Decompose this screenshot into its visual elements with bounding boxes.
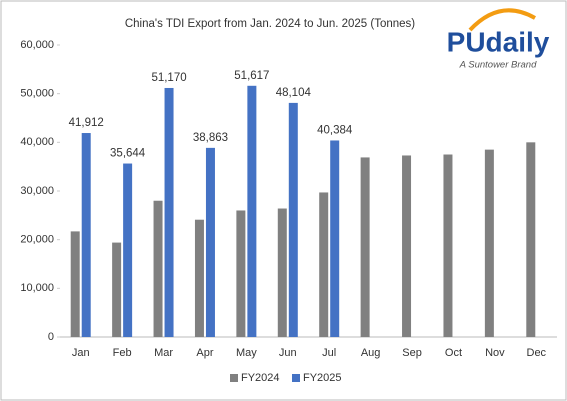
bar (288, 102, 298, 338)
bar (112, 242, 122, 337)
y-tick-label: 10,000 (20, 282, 54, 294)
data-label: 35,644 (110, 148, 146, 160)
bar (484, 149, 494, 337)
legend-swatch (230, 374, 238, 382)
logo-name: PUdaily (447, 26, 550, 57)
bar (153, 200, 163, 337)
bar (319, 192, 329, 337)
bar (277, 208, 287, 337)
bar (70, 231, 80, 337)
x-tick-label: Nov (485, 347, 505, 359)
x-tick-label: Apr (196, 347, 213, 359)
data-label: 51,617 (234, 70, 269, 82)
legend-label: FY2025 (303, 372, 342, 384)
data-label: 51,170 (151, 72, 186, 84)
legend-label: FY2024 (241, 372, 280, 384)
y-tick-label: 20,000 (20, 234, 54, 246)
x-tick-label: Dec (527, 347, 547, 359)
bar (164, 87, 174, 338)
x-tick-label: Feb (113, 347, 132, 359)
data-label: 40,384 (317, 124, 353, 136)
x-tick-label: May (236, 347, 257, 359)
data-label: 48,104 (276, 87, 312, 99)
bar (205, 147, 215, 337)
data-label: 41,912 (69, 117, 104, 129)
bar (247, 85, 257, 337)
y-tick-label: 60,000 (20, 39, 54, 51)
x-tick-label: Jan (72, 347, 90, 359)
bar (330, 140, 340, 337)
bar (526, 142, 536, 337)
bar (123, 163, 133, 337)
logo-tagline: A Suntower Brand (459, 60, 537, 71)
y-tick-label: 40,000 (20, 136, 54, 148)
y-tick-label: 0 (48, 331, 54, 343)
legend-swatch (292, 374, 300, 382)
bar (236, 210, 246, 337)
bar (402, 155, 412, 337)
x-tick-label: Jul (322, 347, 336, 359)
logo-arc (468, 8, 536, 32)
x-tick-label: Sep (402, 347, 422, 359)
x-tick-label: Jun (279, 347, 297, 359)
x-tick-label: Aug (361, 347, 381, 359)
y-tick-label: 30,000 (20, 185, 54, 197)
chart-title: China's TDI Export from Jan. 2024 to Jun… (125, 18, 415, 30)
data-label: 38,863 (193, 132, 228, 144)
bar (360, 157, 370, 337)
y-tick-label: 50,000 (20, 88, 54, 100)
bar (194, 219, 204, 337)
x-tick-label: Oct (445, 347, 462, 359)
x-tick-label: Mar (154, 347, 173, 359)
bar (81, 133, 91, 337)
bar (443, 154, 453, 337)
